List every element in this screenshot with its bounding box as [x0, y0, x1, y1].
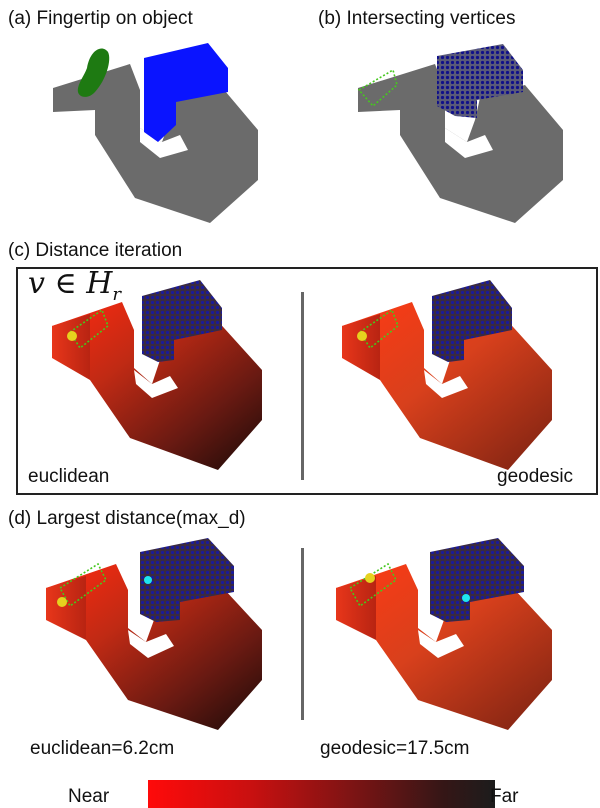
panel-c-right-label: geodesic [497, 466, 574, 487]
yellow-vertex-marker [57, 597, 67, 607]
yellow-vertex-marker [365, 573, 375, 583]
panel-c-euclidean-render [52, 280, 262, 470]
intersecting-vertices-blue [430, 538, 524, 622]
panel-b-object-render [357, 44, 563, 223]
cyan-vertex-marker [144, 576, 152, 584]
intersecting-vertices-blue [140, 538, 234, 622]
yellow-vertex-marker [67, 331, 77, 341]
cyan-vertex-marker [462, 594, 470, 602]
panel-b-title: (b) Intersecting vertices [318, 8, 516, 29]
intersecting-vertices-green [358, 308, 399, 350]
colorbar-near-label: Near [68, 786, 110, 807]
panel-a-title: (a) Fingertip on object [8, 8, 193, 29]
panel-c-frame [16, 267, 598, 495]
panel-c-math-expression: v ∈ Hr [28, 266, 121, 305]
panel-c-title: (c) Distance iteration [8, 240, 183, 261]
distance-colorbar [148, 780, 495, 808]
intersecting-vertices-green [357, 68, 398, 108]
panel-d-separator [301, 548, 304, 720]
panel-d-euclidean-render [46, 538, 262, 730]
panel-c-separator [301, 292, 304, 480]
intersecting-vertices-blue [142, 280, 222, 362]
yellow-vertex-marker [357, 331, 367, 341]
panel-d-geodesic-render [336, 538, 552, 730]
panel-d-title: (d) Largest distance(max_d) [8, 508, 246, 529]
panel-c-left-label: euclidean [28, 466, 110, 487]
blue-cube [144, 43, 228, 142]
colorbar-far-label: Far [490, 786, 519, 807]
panel-a-object-render [53, 43, 258, 223]
intersecting-vertices-blue [432, 280, 512, 362]
intersecting-vertices-green [348, 562, 398, 608]
panel-d-left-label: euclidean=6.2cm [30, 738, 175, 759]
panel-c-geodesic-render [342, 280, 552, 470]
intersecting-vertices-blue [437, 44, 523, 118]
green-fingertip [77, 48, 110, 97]
intersecting-vertices-green [58, 562, 108, 608]
panel-d-right-label: geodesic=17.5cm [320, 738, 470, 759]
intersecting-vertices-green [68, 308, 109, 350]
